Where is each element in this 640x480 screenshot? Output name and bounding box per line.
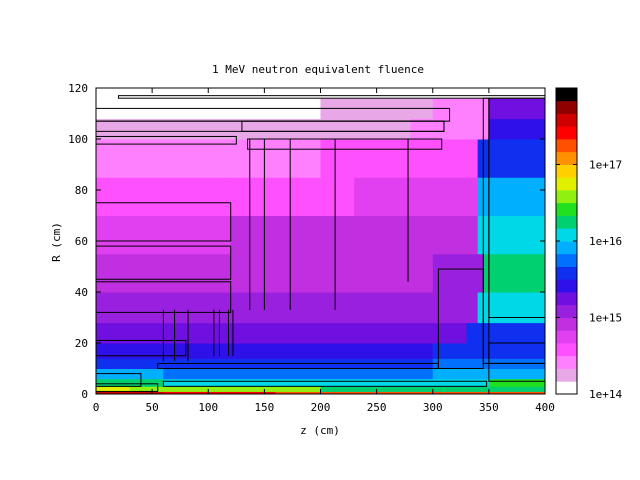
heatmap-cell [466,322,546,344]
colorbar-swatch [556,126,577,140]
colorbar-swatch [556,330,577,344]
x-tick-label: 50 [146,401,159,414]
heatmap-cell [96,343,265,359]
x-tick-label: 400 [535,401,555,414]
heatmap-cell [432,98,490,120]
colorbar-swatch [556,292,577,306]
heatmap-cell [488,378,546,387]
x-tick-label: 300 [423,401,443,414]
heatmap-cell [96,378,164,387]
colorbar-tick-label: 1e+17 [589,159,622,172]
x-tick-label: 0 [93,401,100,414]
colorbar-swatch [556,151,577,165]
heatmap-cell [230,177,355,216]
x-axis: 0 50 100 150 200 250 300 350 400 [93,88,555,414]
x-axis-label: z (cm) [300,424,340,437]
y-tick-label: 40 [75,286,88,299]
heatmap-cell [432,253,484,293]
x-tick-label: 200 [311,401,331,414]
colorbar-swatch [556,304,577,318]
y-tick-label: 80 [75,184,88,197]
heatmap-cell [96,177,232,216]
heatmap-cell [264,343,434,359]
heatmap-cell [96,139,232,178]
x-tick-label: 350 [479,401,499,414]
detector-outline [247,138,443,150]
colorbar-swatch [556,381,577,395]
colorbar-tick-label: 1e+15 [589,312,622,325]
heatmap-cell [129,386,321,392]
heatmap-cell [320,139,479,178]
colorbar-swatch [556,100,577,114]
colorbar-swatch [556,368,577,382]
detector-outline [241,120,445,132]
colorbar-swatch [556,190,577,204]
heatmap-cell [96,88,546,99]
colorbar-tick-label: 1e+14 [589,388,622,401]
heatmap-cell [488,118,546,140]
colorbar-swatch [556,253,577,267]
y-tick-label: 20 [75,337,88,350]
heatmap-cell [96,391,164,395]
y-axis-label: R (cm) [50,222,63,262]
heatmap-cell [230,322,467,344]
heatmap-cell [96,386,131,392]
colorbar-swatch [556,164,577,178]
colorbar-tick-label: 1e+16 [589,235,622,248]
x-tick-label: 250 [367,401,387,414]
heatmap-cell [163,378,490,387]
heatmap-cell [488,98,546,120]
heatmap-cell [483,253,546,293]
colorbar-swatch [556,113,577,127]
detector-outline [162,380,488,387]
y-tick-label: 60 [75,235,88,248]
colorbar-swatch [556,355,577,369]
colorbar [556,88,577,395]
colorbar-swatch [556,279,577,293]
heatmap-cell [230,215,479,255]
colorbar-swatch [556,177,577,191]
heatmap-cell [96,118,232,140]
colorbar-swatch [556,88,577,102]
heatmap-cell [230,118,411,140]
heatmap-cell [96,215,232,255]
colorbar-swatch [556,228,577,242]
heatmap-cell [230,292,479,324]
heatmap-cell [96,358,164,369]
heatmap-cell [477,292,546,324]
x-tick-label: 150 [254,401,274,414]
heatmap-cell [477,215,546,255]
heatmap-cell [163,391,277,395]
colorbar-swatch [556,215,577,229]
heatmap-cell [230,139,321,178]
heatmap-cell [354,177,479,216]
heatmap-cell [477,139,546,178]
y-tick-label: 100 [68,133,88,146]
heatmap-cell [163,368,434,380]
colorbar-swatch [556,317,577,331]
colorbar-swatch [556,266,577,280]
heatmap-cell [410,118,490,140]
colorbar-swatch [556,241,577,255]
chart-title: 1 MeV neutron equivalent fluence [212,63,424,76]
heatmap-cell [230,253,434,293]
colorbar-swatch [556,202,577,216]
colorbar-swatch [556,343,577,357]
y-axis: 0 20 40 60 80 100 120 [68,82,545,401]
y-tick-label: 120 [68,82,88,95]
colorbar-ticks: 1e+14 1e+15 1e+16 1e+17 [556,159,622,401]
heatmap-cell [96,253,232,293]
heatmap-cell [275,391,546,395]
heatmap-cell [477,177,546,216]
y-tick-label: 0 [81,388,88,401]
colorbar-swatch [556,139,577,153]
x-tick-label: 100 [198,401,218,414]
